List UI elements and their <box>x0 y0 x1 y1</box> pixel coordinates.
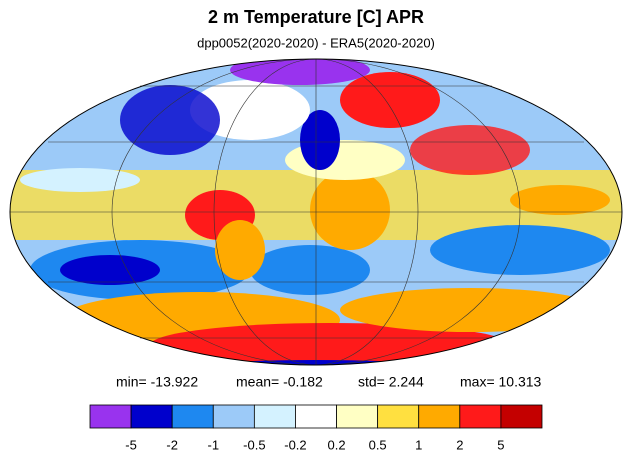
level-label: 0.5 <box>369 437 387 452</box>
color-box <box>130 404 173 429</box>
stats: min= -13.922 mean= -0.182 std= 2.244 max= 1… <box>116 374 542 390</box>
level-label: 0.2 <box>328 437 346 452</box>
color-box <box>336 404 379 429</box>
map-border <box>9 58 623 366</box>
level-label: -1 <box>207 437 219 452</box>
color-box <box>500 404 543 429</box>
stat: max= 10.313 <box>460 374 542 390</box>
level-label: -0.5 <box>243 437 265 452</box>
stat: min= -13.922 <box>116 374 198 390</box>
stat: std= 2.244 <box>358 374 424 390</box>
subtitle: dpp0052(2020-2020) - ERA5(2020-2020) <box>197 35 435 50</box>
colorbar: -5 -2 -1 -0.5 -0.2 0.2 0.5 1 2 5 <box>89 404 543 452</box>
color-box <box>418 404 461 429</box>
color-box <box>295 404 337 429</box>
color-box <box>89 404 132 429</box>
color-box <box>212 404 255 429</box>
color-box <box>459 404 502 429</box>
level-label: -2 <box>166 437 178 452</box>
level-label: 2 <box>456 437 463 452</box>
color-box <box>171 404 214 429</box>
color-box <box>377 404 420 429</box>
title: 2 m Temperature [C] APR <box>208 7 424 27</box>
level-label: 1 <box>415 437 422 452</box>
level-label: 5 <box>497 437 504 452</box>
level-label: -0.2 <box>284 437 306 452</box>
level-label: -5 <box>125 437 137 452</box>
stat: mean= -0.182 <box>236 374 323 390</box>
color-box <box>253 404 296 429</box>
